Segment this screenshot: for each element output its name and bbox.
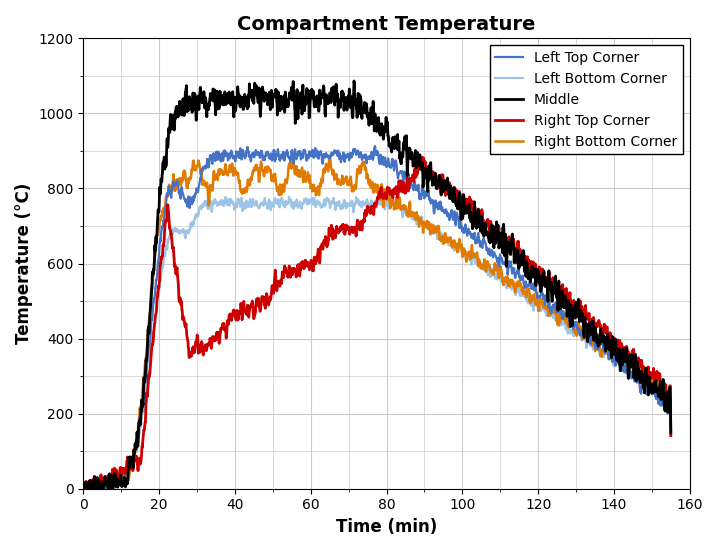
Left Top Corner [650, 389, 658, 396]
Right Top Corner [666, 433, 675, 439]
Right Top Corner [88, 485, 96, 491]
Middle [350, 85, 358, 92]
Middle [365, 117, 374, 123]
Right Top Corner [418, 154, 426, 161]
Right Bottom Corner [81, 485, 90, 492]
Right Top Corner [650, 375, 658, 381]
Left Bottom Corner [109, 478, 118, 485]
Left Top Corner [666, 425, 675, 431]
Right Bottom Corner [79, 482, 88, 489]
Right Bottom Corner [365, 178, 374, 185]
Right Bottom Corner [666, 407, 675, 413]
Right Bottom Corner [650, 384, 658, 391]
Right Bottom Corner [350, 184, 358, 191]
Line: Left Top Corner: Left Top Corner [83, 146, 671, 489]
Left Bottom Corner [365, 202, 374, 208]
Left Top Corner [650, 385, 658, 392]
Left Bottom Corner [542, 312, 551, 319]
Left Bottom Corner [79, 485, 88, 491]
Left Top Corner [370, 143, 379, 149]
Y-axis label: Temperature (°C): Temperature (°C) [15, 183, 33, 344]
Right Bottom Corner [542, 305, 551, 311]
Left Top Corner [109, 484, 118, 491]
Right Top Corner [365, 208, 373, 214]
Right Top Corner [350, 226, 358, 233]
X-axis label: Time (min): Time (min) [336, 518, 437, 536]
Line: Left Bottom Corner: Left Bottom Corner [83, 197, 671, 489]
Middle [79, 479, 88, 485]
Title: Compartment Temperature: Compartment Temperature [238, 15, 536, 34]
Right Top Corner [650, 373, 658, 380]
Right Bottom Corner [325, 153, 334, 159]
Line: Right Top Corner: Right Top Corner [83, 158, 671, 488]
Left Bottom Corner [650, 389, 658, 396]
Left Top Corner [365, 155, 373, 161]
Left Bottom Corner [350, 206, 358, 212]
Left Top Corner [79, 480, 88, 487]
Left Bottom Corner [666, 418, 675, 424]
Right Bottom Corner [650, 389, 658, 396]
Line: Right Bottom Corner: Right Bottom Corner [83, 156, 671, 489]
Middle [83, 485, 92, 492]
Left Bottom Corner [285, 193, 294, 200]
Middle [650, 388, 658, 395]
Right Top Corner [542, 276, 551, 282]
Left Top Corner [542, 294, 551, 301]
Right Top Corner [109, 473, 118, 479]
Left Bottom Corner [650, 387, 658, 393]
Middle [109, 480, 118, 487]
Legend: Left Top Corner, Left Bottom Corner, Middle, Right Top Corner, Right Bottom Corn: Left Top Corner, Left Bottom Corner, Mid… [490, 45, 683, 154]
Right Bottom Corner [109, 477, 118, 484]
Middle [650, 388, 658, 395]
Line: Middle: Middle [83, 81, 671, 489]
Left Top Corner [350, 148, 358, 155]
Left Bottom Corner [85, 485, 94, 492]
Middle [542, 280, 551, 287]
Left Top Corner [88, 485, 96, 492]
Middle [666, 430, 675, 436]
Middle [350, 78, 358, 84]
Right Top Corner [79, 484, 88, 491]
